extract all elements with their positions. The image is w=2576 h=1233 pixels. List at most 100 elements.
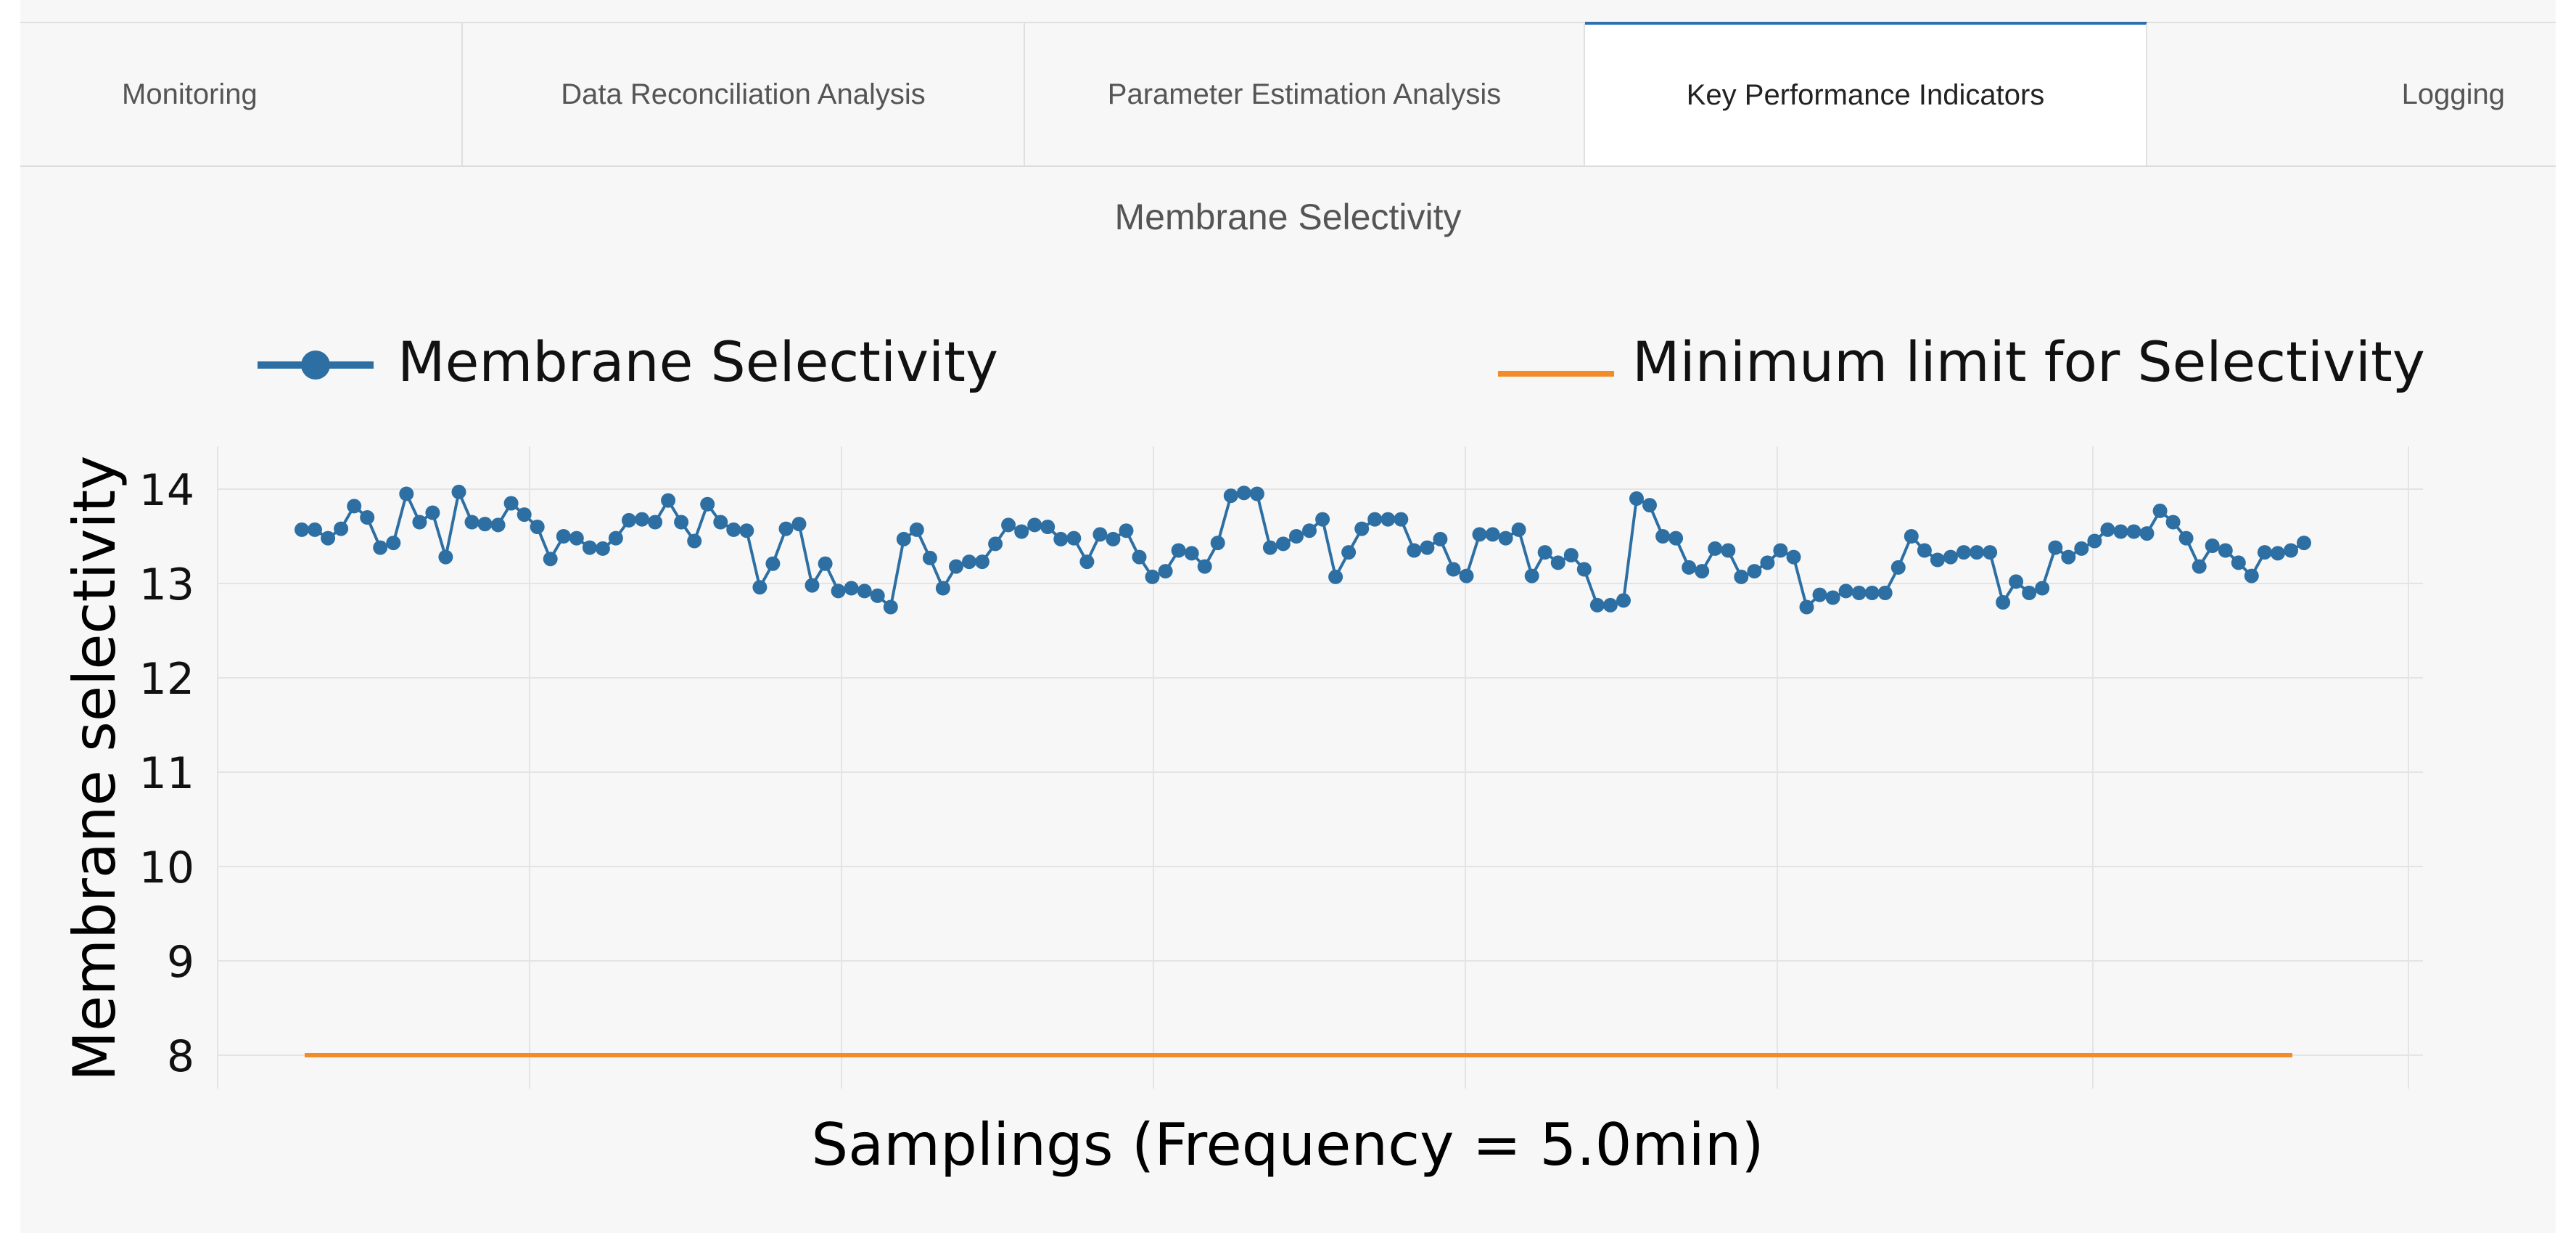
data-point: [1433, 531, 1448, 546]
data-point: [2087, 533, 2102, 549]
data-point: [1970, 545, 1984, 560]
data-point: [1930, 552, 1945, 568]
data-point: [909, 522, 924, 537]
data-point: [1511, 522, 1526, 537]
data-point: [569, 531, 584, 546]
data-point: [1917, 543, 1932, 558]
data-point: [556, 529, 571, 544]
data-point: [1825, 590, 1840, 605]
data-point: [2165, 515, 2181, 530]
data-point: [1302, 523, 1317, 538]
data-point: [1027, 517, 1042, 533]
data-point: [1629, 491, 1644, 506]
data-point: [844, 581, 859, 596]
data-point: [2139, 526, 2155, 541]
data-point: [2100, 522, 2115, 537]
data-point: [517, 507, 532, 523]
data-point: [1943, 549, 1958, 565]
tab-parameter-estimation[interactable]: Parameter Estimation Analysis: [1025, 23, 1585, 165]
data-point: [1983, 545, 1998, 560]
data-point: [1053, 531, 1069, 546]
data-point: [1721, 543, 1736, 558]
selectivity-points: [295, 484, 2311, 615]
data-point: [2297, 536, 2311, 551]
data-point: [818, 556, 833, 571]
data-point: [2257, 545, 2272, 560]
data-point: [1001, 517, 1016, 533]
data-point: [752, 580, 768, 595]
data-point: [922, 550, 937, 565]
data-point: [595, 541, 610, 556]
data-point: [1904, 529, 1919, 544]
data-point: [1092, 527, 1108, 542]
tab-monitoring[interactable]: Monitoring: [20, 23, 463, 165]
data-point: [1289, 529, 1304, 544]
legend-series-label: Membrane Selectivity: [398, 329, 998, 394]
data-point: [2244, 568, 2259, 583]
data-point: [1996, 595, 2011, 610]
data-point: [373, 540, 388, 555]
data-point: [2061, 549, 2076, 565]
data-point: [1851, 586, 1867, 600]
data-point: [1642, 498, 1657, 513]
data-point: [2218, 543, 2233, 558]
data-point: [386, 536, 401, 551]
data-point: [2074, 541, 2089, 556]
data-point: [1236, 486, 1251, 501]
data-point: [1380, 512, 1396, 527]
data-point: [635, 512, 649, 527]
data-point: [1524, 568, 1539, 583]
data-point: [2192, 559, 2207, 574]
data-point: [2113, 524, 2128, 539]
data-point: [412, 515, 427, 530]
data-point: [1184, 546, 1199, 561]
data-point: [1223, 488, 1238, 504]
data-point: [1838, 583, 1853, 599]
data-point: [582, 540, 597, 555]
y-tick-label: 8: [167, 1031, 194, 1082]
data-point: [1498, 531, 1513, 546]
data-point: [2284, 543, 2298, 558]
data-point: [334, 521, 349, 536]
data-point: [1786, 549, 1801, 565]
data-point: [1197, 559, 1212, 574]
y-tick-label: 10: [139, 843, 194, 893]
y-tick-label: 9: [167, 937, 194, 988]
data-point: [791, 517, 807, 532]
data-point: [962, 554, 976, 570]
data-point: [765, 556, 781, 571]
tab-key-performance-indicators[interactable]: Key Performance Indicators: [1585, 22, 2147, 165]
data-point: [1119, 523, 1134, 538]
data-point: [2231, 555, 2246, 570]
data-point: [1576, 562, 1592, 577]
data-point: [713, 515, 728, 530]
data-point: [1407, 543, 1422, 558]
data-point: [1341, 545, 1357, 560]
data-point: [857, 583, 872, 599]
data-point: [1171, 543, 1186, 558]
data-point: [1734, 569, 1749, 584]
legend-limit-label: Minimum limit for Selectivity: [1632, 329, 2425, 394]
data-point: [935, 581, 950, 596]
data-point: [2205, 538, 2220, 553]
legend: Membrane Selectivity Minimum limit for S…: [258, 329, 2425, 394]
data-point: [1616, 593, 1631, 608]
data-point: [1682, 560, 1697, 575]
data-point: [477, 517, 493, 532]
tab-logging[interactable]: Logging: [2401, 78, 2505, 110]
tab-bar: Monitoring Data Reconciliation Analysis …: [20, 22, 2556, 167]
data-point: [1747, 564, 1762, 579]
data-point: [1760, 555, 1775, 570]
data-point: [543, 552, 558, 567]
data-point: [2035, 581, 2050, 596]
data-point: [949, 559, 963, 574]
data-point: [1708, 541, 1723, 556]
y-tick-label: 14: [139, 465, 194, 516]
data-point: [1066, 531, 1082, 546]
data-point: [1799, 599, 1814, 615]
data-point: [1773, 543, 1788, 558]
data-point: [503, 496, 519, 511]
data-point: [674, 515, 689, 530]
tab-data-reconciliation[interactable]: Data Reconciliation Analysis: [463, 23, 1025, 165]
data-point: [1158, 564, 1173, 579]
